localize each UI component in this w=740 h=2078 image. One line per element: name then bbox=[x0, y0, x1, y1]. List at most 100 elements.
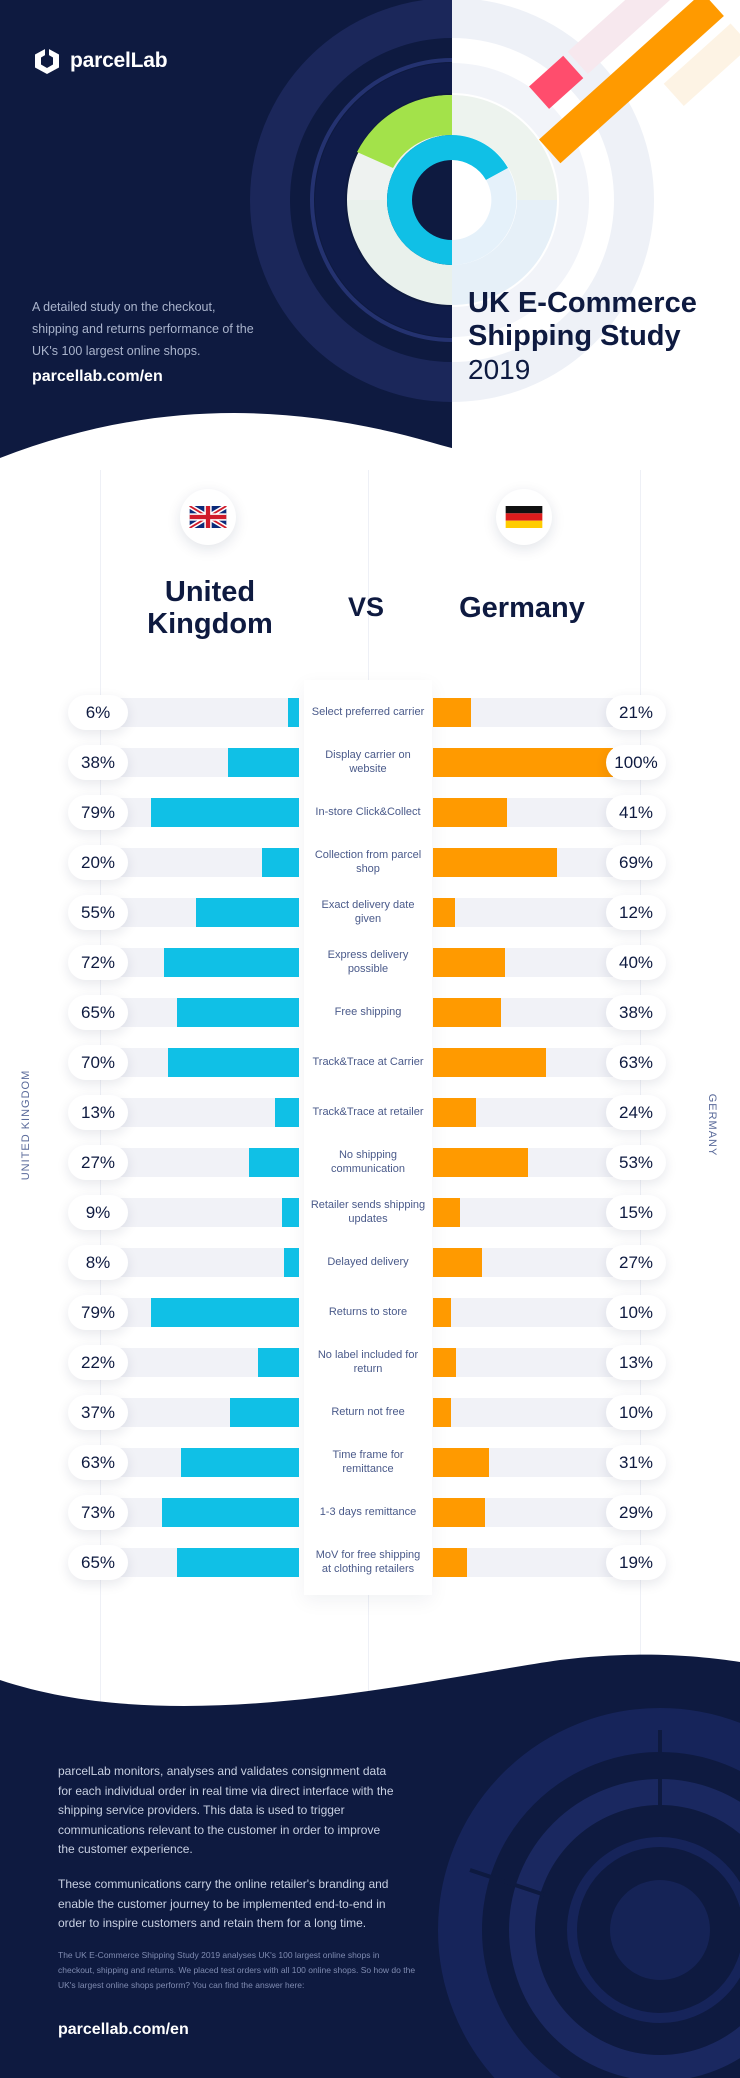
value-label-uk: 9% bbox=[68, 1195, 128, 1230]
bar-germany bbox=[433, 1098, 477, 1127]
category-label: No shipping communication bbox=[331, 1149, 405, 1175]
parcellab-box-icon bbox=[35, 48, 59, 74]
category-label: No label included for return bbox=[317, 1349, 419, 1375]
bar-uk bbox=[229, 1398, 299, 1427]
bar-uk bbox=[164, 948, 299, 977]
bar-uk bbox=[257, 1348, 299, 1377]
footer-note: The UK E-Commerce Shipping Study 2019 an… bbox=[58, 1950, 416, 1990]
value-label-germany: 63% bbox=[606, 1045, 666, 1080]
bar-uk bbox=[196, 898, 299, 927]
chart-row: 73% 29% 1-3 days remittance bbox=[0, 1486, 740, 1536]
bar-germany bbox=[433, 1498, 486, 1527]
footer-paragraph: These communications carry the online re… bbox=[58, 1877, 389, 1930]
footer-paragraph: parcelLab monitors, analyses and validat… bbox=[58, 1764, 394, 1856]
value-label-uk: 6% bbox=[68, 695, 128, 730]
category-label: Express delivery possible bbox=[327, 949, 409, 975]
bar-germany bbox=[433, 1148, 529, 1177]
value-label-germany: 38% bbox=[606, 995, 666, 1030]
chart-row: 22% 13% No label included for return bbox=[0, 1336, 740, 1386]
bar-track bbox=[433, 1348, 613, 1377]
bar-germany bbox=[433, 1248, 482, 1277]
value-label-germany: 21% bbox=[606, 695, 666, 730]
bar-germany bbox=[433, 848, 558, 877]
category-label: Time frame for remittance bbox=[332, 1449, 404, 1475]
page-year: 2019 bbox=[468, 354, 531, 385]
value-label-uk: 72% bbox=[68, 945, 128, 980]
bar-uk bbox=[227, 748, 299, 777]
value-label-uk: 13% bbox=[68, 1095, 128, 1130]
bar-germany bbox=[433, 898, 455, 927]
value-label-germany: 31% bbox=[606, 1445, 666, 1480]
value-label-germany: 10% bbox=[606, 1295, 666, 1330]
bar-germany bbox=[433, 1348, 457, 1377]
country-name-left: United Kingdom bbox=[147, 576, 273, 640]
bar-germany bbox=[433, 1398, 451, 1427]
bar-track bbox=[112, 1098, 299, 1127]
footer-artwork bbox=[0, 1654, 740, 2078]
category-label: Free shipping bbox=[334, 1006, 402, 1018]
bar-germany bbox=[433, 1448, 489, 1477]
value-label-germany: 15% bbox=[606, 1195, 666, 1230]
chart-row: 6% 21% Select preferred carrier bbox=[0, 686, 740, 736]
bar-uk bbox=[287, 698, 299, 727]
chart-row: 37% 10% Return not free bbox=[0, 1386, 740, 1436]
category-label: Exact delivery date given bbox=[321, 899, 415, 925]
value-label-uk: 70% bbox=[68, 1045, 128, 1080]
value-label-germany: 13% bbox=[606, 1345, 666, 1380]
country-name-right: Germany bbox=[459, 592, 585, 624]
bar-uk bbox=[162, 1498, 299, 1527]
hero-website-link[interactable]: parcellab.com/en bbox=[32, 368, 163, 385]
value-label-germany: 29% bbox=[606, 1495, 666, 1530]
value-label-uk: 73% bbox=[68, 1495, 128, 1530]
chart-row: 65% 19% MoV for free shipping at clothing … bbox=[0, 1536, 740, 1586]
chart-row: 79% 10% Returns to store bbox=[0, 1286, 740, 1336]
category-label: Returns to store bbox=[328, 1306, 408, 1318]
bar-track bbox=[112, 1198, 299, 1227]
hero-artwork bbox=[250, 0, 740, 402]
category-label: Retailer sends shipping updates bbox=[310, 1199, 426, 1225]
bar-germany bbox=[433, 698, 471, 727]
category-label: 1-3 days remittance bbox=[319, 1506, 417, 1518]
bar-uk bbox=[274, 1098, 299, 1127]
bar-track bbox=[433, 1198, 613, 1227]
page-title: UK E-Commerce Shipping Study bbox=[468, 287, 697, 352]
bar-track bbox=[433, 1398, 613, 1427]
bar-uk bbox=[151, 1298, 299, 1327]
value-label-uk: 37% bbox=[68, 1395, 128, 1430]
bar-germany bbox=[433, 1298, 451, 1327]
footer-website-link[interactable]: parcellab.com/en bbox=[58, 2021, 189, 2038]
bar-track bbox=[112, 1248, 299, 1277]
bar-uk bbox=[261, 848, 299, 877]
chart-row: 65% 38% Free shipping bbox=[0, 986, 740, 1036]
category-label: Collection from parcel shop bbox=[314, 849, 422, 875]
bar-germany bbox=[433, 1548, 468, 1577]
value-label-uk: 8% bbox=[68, 1245, 128, 1280]
bar-germany bbox=[433, 1048, 547, 1077]
guide-line bbox=[100, 470, 101, 1710]
chart-row: 27% 53% No shipping communication bbox=[0, 1136, 740, 1186]
chart-row: 20% 69% Collection from parcel shop bbox=[0, 836, 740, 886]
value-label-uk: 27% bbox=[68, 1145, 128, 1180]
value-label-germany: 24% bbox=[606, 1095, 666, 1130]
value-label-uk: 65% bbox=[68, 1545, 128, 1580]
value-label-germany: 19% bbox=[606, 1545, 666, 1580]
chart-row: 63% 31% Time frame for remittance bbox=[0, 1436, 740, 1486]
category-label: MoV for free shipping at clothing retail… bbox=[315, 1549, 421, 1575]
bar-germany bbox=[433, 798, 507, 827]
bar-germany bbox=[433, 748, 613, 777]
chart-row: 9% 15% Retailer sends shipping updates bbox=[0, 1186, 740, 1236]
value-label-germany: 12% bbox=[606, 895, 666, 930]
bar-uk bbox=[151, 798, 299, 827]
category-label: Delayed delivery bbox=[327, 1256, 409, 1268]
hero-wave bbox=[0, 413, 740, 530]
parcellab-logo[interactable]: parcelLab bbox=[32, 46, 168, 76]
uk-flag-icon bbox=[180, 489, 236, 545]
category-label: Track&Trace at Carrier bbox=[312, 1056, 424, 1068]
value-label-uk: 38% bbox=[68, 745, 128, 780]
bar-track bbox=[433, 1298, 613, 1327]
chart-row: 72% 40% Express delivery possible bbox=[0, 936, 740, 986]
value-label-germany: 27% bbox=[606, 1245, 666, 1280]
value-label-uk: 79% bbox=[68, 795, 128, 830]
bar-uk bbox=[284, 1248, 299, 1277]
chart-row: 79% 41% In-store Click&Collect bbox=[0, 786, 740, 836]
